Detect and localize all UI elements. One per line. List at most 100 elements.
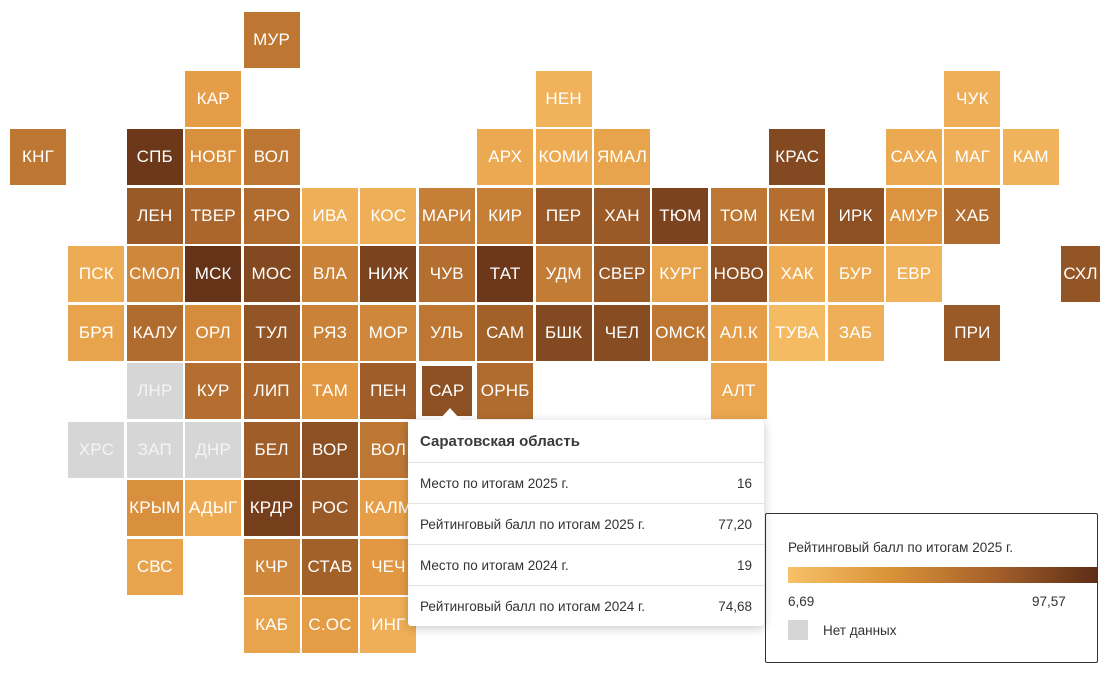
region-tile[interactable]: АДЫГ: [185, 480, 242, 536]
region-tile[interactable]: ВЛА: [302, 246, 358, 302]
region-tile[interactable]: СВС: [126, 538, 183, 595]
tooltip-row: Место по итогам 2024 г. 19: [408, 545, 764, 586]
region-tile[interactable]: САХА: [886, 129, 942, 185]
region-tile[interactable]: ТУВА: [769, 304, 826, 361]
tooltip-row: Место по итогам 2025 г. 16: [408, 463, 764, 504]
tooltip-row-label: Рейтинговый балл по итогам 2025 г.: [420, 516, 646, 532]
region-tile[interactable]: МАРИ: [418, 187, 475, 244]
legend-nodata-swatch: [788, 620, 808, 640]
region-tile[interactable]: ТВЕР: [185, 187, 242, 244]
region-tile[interactable]: ЧУК: [944, 70, 1001, 127]
region-tile[interactable]: ОРЛ: [185, 304, 242, 361]
tooltip-row-label: Рейтинговый балл по итогам 2024 г.: [420, 598, 646, 614]
region-tile[interactable]: АЛТ: [710, 363, 767, 419]
tooltip-pointer: [439, 408, 461, 420]
region-tile[interactable]: НОВО: [710, 246, 767, 302]
region-tile[interactable]: МСК: [185, 246, 242, 302]
region-tile[interactable]: КРДР: [243, 480, 300, 536]
region-tile[interactable]: ОРНБ: [477, 363, 534, 419]
region-tile[interactable]: ОМСК: [652, 304, 709, 361]
region-tile[interactable]: ХРС: [68, 421, 125, 478]
region-tile[interactable]: ХАК: [769, 246, 826, 302]
region-tile[interactable]: КАБ: [243, 597, 300, 653]
region-tile[interactable]: СПБ: [126, 129, 183, 185]
region-tile[interactable]: ЛИП: [243, 363, 300, 419]
region-tile[interactable]: КУРГ: [652, 246, 709, 302]
region-tile[interactable]: КАЛУ: [126, 304, 183, 361]
region-tile[interactable]: ТОМ: [710, 187, 767, 244]
legend-nodata-label: Нет данных: [823, 623, 897, 638]
region-tile[interactable]: БЕЛ: [243, 421, 300, 478]
tooltip-row-label: Место по итогам 2024 г.: [420, 557, 569, 573]
region-tile[interactable]: КАМ: [1002, 129, 1059, 185]
region-tile[interactable]: ЧЕЧ: [360, 538, 417, 595]
region-tile[interactable]: ИРК: [827, 187, 884, 244]
region-tile[interactable]: ДНР: [185, 421, 242, 478]
region-tile[interactable]: ТЮМ: [652, 187, 709, 244]
region-tile[interactable]: ВОЛ: [360, 421, 417, 478]
region-tile[interactable]: СМОЛ: [126, 246, 183, 302]
region-tile[interactable]: ИНГ: [360, 597, 417, 653]
region-tile[interactable]: ВОР: [302, 421, 358, 478]
region-tile[interactable]: ЧУВ: [418, 246, 475, 302]
region-tile[interactable]: КОС: [360, 187, 417, 244]
region-tile[interactable]: КНГ: [10, 129, 66, 185]
region-tile[interactable]: СТАВ: [302, 538, 358, 595]
region-tile[interactable]: НЕН: [535, 70, 592, 127]
region-tile[interactable]: БШК: [535, 304, 592, 361]
region-tile[interactable]: ИВА: [302, 187, 358, 244]
region-tile[interactable]: КУР: [185, 363, 242, 419]
region-tile[interactable]: ЕВР: [886, 246, 942, 302]
region-tile[interactable]: ВОЛ: [243, 129, 300, 185]
region-tile[interactable]: ТАМ: [302, 363, 358, 419]
region-tile[interactable]: АРХ: [477, 129, 534, 185]
region-tile[interactable]: РЯЗ: [302, 304, 358, 361]
region-tile[interactable]: ХАБ: [944, 187, 1001, 244]
tooltip-row: Рейтинговый балл по итогам 2025 г. 77,20: [408, 504, 764, 545]
region-tile[interactable]: ЧЕЛ: [594, 304, 650, 361]
region-tile[interactable]: КЧР: [243, 538, 300, 595]
map-legend: Рейтинговый балл по итогам 2025 г. 6,69 …: [765, 513, 1098, 663]
legend-title: Рейтинговый балл по итогам 2025 г.: [788, 540, 1014, 555]
region-tile[interactable]: РОС: [302, 480, 358, 536]
region-tile[interactable]: ТАТ: [477, 246, 534, 302]
region-tile[interactable]: КОМИ: [535, 129, 592, 185]
region-tile[interactable]: КИР: [477, 187, 534, 244]
region-tile[interactable]: ПЕР: [535, 187, 592, 244]
region-tile[interactable]: ЯРО: [243, 187, 300, 244]
region-tile[interactable]: СВЕР: [594, 246, 650, 302]
region-tile[interactable]: СХЛ: [1061, 246, 1100, 302]
region-tile[interactable]: ПСК: [68, 246, 125, 302]
region-tile[interactable]: ЗАП: [126, 421, 183, 478]
region-tile[interactable]: КРАС: [769, 129, 826, 185]
region-tile[interactable]: ХАН: [594, 187, 650, 244]
region-tile[interactable]: ЗАБ: [827, 304, 884, 361]
region-tile[interactable]: ТУЛ: [243, 304, 300, 361]
region-tile[interactable]: УДМ: [535, 246, 592, 302]
region-tile[interactable]: БУР: [827, 246, 884, 302]
region-tile[interactable]: КАР: [185, 70, 242, 127]
region-tile[interactable]: ЛЕН: [126, 187, 183, 244]
region-tile[interactable]: КАЛМ: [360, 480, 417, 536]
region-tile[interactable]: УЛЬ: [418, 304, 475, 361]
tooltip-row-value: 19: [736, 557, 752, 573]
region-tile[interactable]: КРЫМ: [126, 480, 183, 536]
region-tile[interactable]: ЯМАЛ: [594, 129, 650, 185]
region-tile[interactable]: МОС: [243, 246, 300, 302]
region-tile[interactable]: САМ: [477, 304, 534, 361]
region-tile[interactable]: ПЕН: [360, 363, 417, 419]
region-tile[interactable]: АМУР: [886, 187, 942, 244]
tooltip-row-value: 74,68: [718, 598, 752, 614]
region-tile[interactable]: ПРИ: [944, 304, 1001, 361]
region-tile[interactable]: БРЯ: [68, 304, 125, 361]
region-tile[interactable]: МАГ: [944, 129, 1001, 185]
region-tile[interactable]: МУР: [243, 12, 300, 68]
region-tile[interactable]: ЛНР: [126, 363, 183, 419]
region-tile[interactable]: НИЖ: [360, 246, 417, 302]
region-tile[interactable]: АЛ.К: [710, 304, 767, 361]
region-tile[interactable]: КЕМ: [769, 187, 826, 244]
region-tile[interactable]: МОР: [360, 304, 417, 361]
region-tile[interactable]: С.ОС: [302, 597, 358, 653]
region-tile[interactable]: НОВГ: [185, 129, 242, 185]
